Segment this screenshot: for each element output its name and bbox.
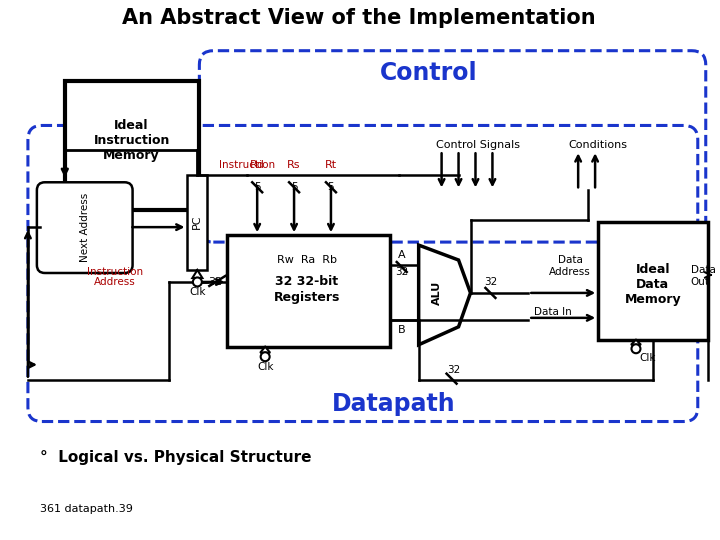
Text: 32: 32	[208, 277, 222, 287]
Text: 5: 5	[291, 183, 297, 192]
Text: Address: Address	[549, 267, 591, 277]
Bar	[65, 80, 199, 210]
Text: °  Logical vs. Physical Structure: ° Logical vs. Physical Structure	[40, 450, 311, 465]
Text: A: A	[398, 250, 405, 260]
Polygon shape	[192, 270, 202, 278]
Text: Data: Data	[690, 265, 716, 275]
Text: 5: 5	[254, 183, 261, 192]
Text: ALU: ALU	[431, 281, 441, 305]
Text: Memory: Memory	[625, 293, 681, 306]
Text: Clk: Clk	[639, 353, 656, 363]
Text: 32 32-bit: 32 32-bit	[276, 275, 338, 288]
Text: B: B	[398, 325, 405, 335]
Text: 361 datapath.39: 361 datapath.39	[40, 504, 132, 514]
Polygon shape	[260, 347, 270, 353]
Text: Control Signals: Control Signals	[436, 140, 521, 151]
Text: Clk: Clk	[189, 287, 206, 297]
Bar	[187, 176, 207, 270]
Polygon shape	[631, 340, 641, 345]
Text: 32: 32	[447, 364, 460, 375]
Text: Data: Data	[636, 279, 670, 292]
Circle shape	[261, 352, 270, 361]
Text: Conditions: Conditions	[569, 140, 628, 151]
Text: Rd: Rd	[250, 160, 265, 170]
Text: Address: Address	[94, 277, 135, 287]
Text: 32: 32	[484, 277, 497, 287]
Text: Ideal: Ideal	[114, 119, 149, 132]
Text: 32: 32	[395, 267, 408, 277]
Text: 5: 5	[328, 183, 334, 192]
Text: An Abstract View of the Implementation: An Abstract View of the Implementation	[122, 8, 595, 28]
FancyBboxPatch shape	[37, 183, 132, 273]
Text: Memory: Memory	[103, 149, 160, 162]
Text: Ideal: Ideal	[636, 264, 670, 276]
Text: Data: Data	[558, 255, 582, 265]
Text: Control: Control	[380, 60, 477, 85]
Bar	[598, 222, 708, 340]
Text: Data In: Data In	[534, 307, 572, 317]
Text: Rt: Rt	[325, 160, 337, 170]
Text: Rw  Ra  Rb: Rw Ra Rb	[277, 255, 337, 265]
Circle shape	[631, 345, 641, 353]
Text: PC: PC	[192, 215, 202, 230]
Text: Instruction: Instruction	[86, 267, 143, 277]
Text: Registers: Registers	[274, 292, 341, 305]
Circle shape	[193, 278, 202, 286]
Text: Instruction: Instruction	[219, 160, 275, 170]
Text: Out: Out	[690, 277, 710, 287]
Text: Datapath: Datapath	[332, 392, 456, 416]
Text: Instruction: Instruction	[94, 134, 170, 147]
Text: Rs: Rs	[287, 160, 301, 170]
Text: Next Address: Next Address	[80, 193, 90, 262]
Text: Clk: Clk	[257, 362, 274, 372]
Polygon shape	[418, 245, 470, 345]
Bar	[228, 235, 390, 347]
